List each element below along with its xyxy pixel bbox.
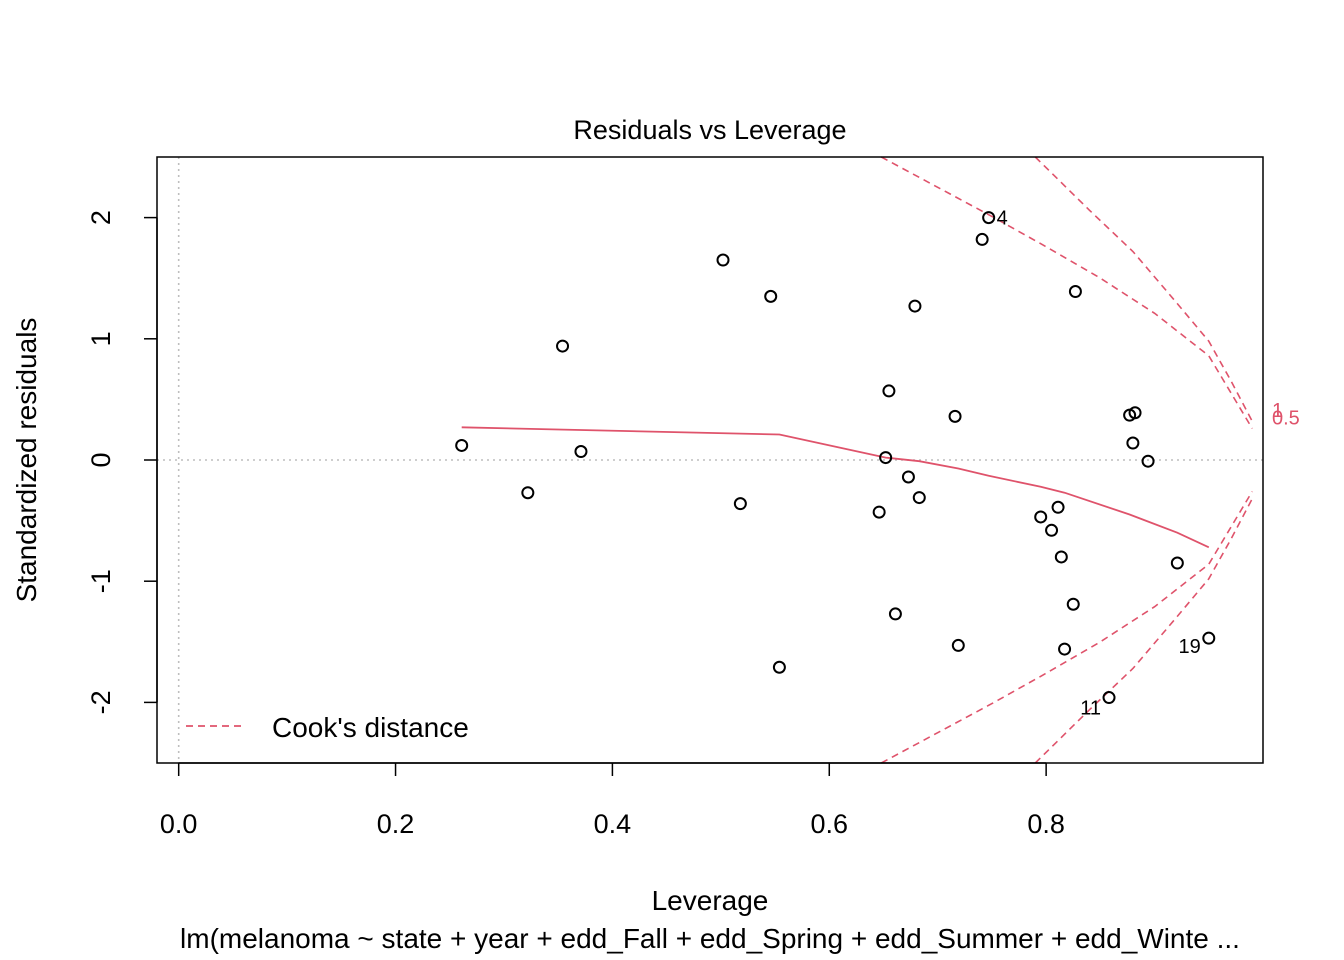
data-point — [872, 505, 886, 519]
data-point — [951, 638, 965, 652]
data-point — [1068, 285, 1082, 299]
x-axis-title: Leverage — [652, 885, 769, 916]
data-point — [1102, 691, 1116, 705]
smoother-line — [461, 426, 1210, 549]
data-point — [1141, 454, 1155, 468]
data-points — [455, 211, 1216, 705]
data-point — [948, 409, 962, 423]
x-tick-label: 0.8 — [1027, 809, 1065, 839]
lowess-smoother — [461, 426, 1210, 549]
data-point — [1202, 631, 1216, 645]
data-point — [901, 470, 915, 484]
data-point — [716, 253, 730, 267]
data-point — [772, 660, 786, 674]
data-point — [908, 299, 922, 313]
data-point — [764, 289, 778, 303]
point-label: 4 — [997, 208, 1008, 230]
point-label: 11 — [1080, 698, 1101, 720]
y-axis-title: Standardized residuals — [11, 318, 42, 603]
cooks-distance-curve-0.5-lower — [880, 491, 1253, 764]
cooks-distance-labels: 0.51 — [1272, 400, 1300, 429]
data-point — [1128, 406, 1142, 420]
x-tick-label: 0.6 — [811, 809, 849, 839]
legend-label: Cook's distance — [272, 712, 469, 743]
data-point — [1054, 550, 1068, 564]
data-point — [975, 232, 989, 246]
data-point — [1051, 500, 1065, 514]
point-label: 19 — [1179, 636, 1201, 658]
cooks-distance-curve-1-lower — [1034, 498, 1253, 764]
data-point — [455, 438, 469, 452]
y-tick-label: 0 — [86, 452, 116, 467]
data-point — [521, 486, 535, 500]
y-axis: -2 -1 0 1 2 — [86, 210, 158, 714]
data-point — [912, 491, 926, 505]
x-tick-label: 0.2 — [377, 809, 415, 839]
data-point — [733, 497, 747, 511]
reference-lines — [157, 157, 1263, 763]
y-tick-label: -1 — [86, 569, 116, 593]
point-labels: 4 11 19 — [997, 208, 1201, 720]
cooks-distance-curve-0.5-upper — [880, 156, 1253, 429]
cooks-distance-level-label: 0.5 — [1272, 407, 1300, 429]
x-tick-label: 0.4 — [594, 809, 632, 839]
data-point — [879, 451, 893, 465]
data-point — [982, 211, 996, 225]
cooks-distance-level-label: 1 — [1272, 400, 1283, 422]
data-point — [1170, 556, 1184, 570]
data-point — [574, 445, 588, 459]
y-tick-label: 1 — [86, 331, 116, 346]
data-point — [1045, 523, 1059, 537]
x-axis: 0.0 0.2 0.4 0.6 0.8 — [160, 762, 1065, 839]
data-point — [1066, 597, 1080, 611]
cooks-distance-curve-1-upper — [1034, 156, 1253, 422]
legend: Cook's distance — [186, 712, 469, 743]
data-point — [888, 607, 902, 621]
data-point — [882, 384, 896, 398]
data-point — [1058, 642, 1072, 656]
y-tick-label: 2 — [86, 210, 116, 225]
model-formula-subtitle: lm(melanoma ~ state + year + edd_Fall + … — [180, 923, 1240, 954]
x-tick-label: 0.0 — [160, 809, 198, 839]
chart-title: Residuals vs Leverage — [573, 115, 846, 145]
data-point — [1126, 436, 1140, 450]
data-point — [556, 339, 570, 353]
cooks-distance-curves — [880, 156, 1253, 764]
data-point — [1034, 510, 1048, 524]
y-tick-label: -2 — [86, 690, 116, 714]
